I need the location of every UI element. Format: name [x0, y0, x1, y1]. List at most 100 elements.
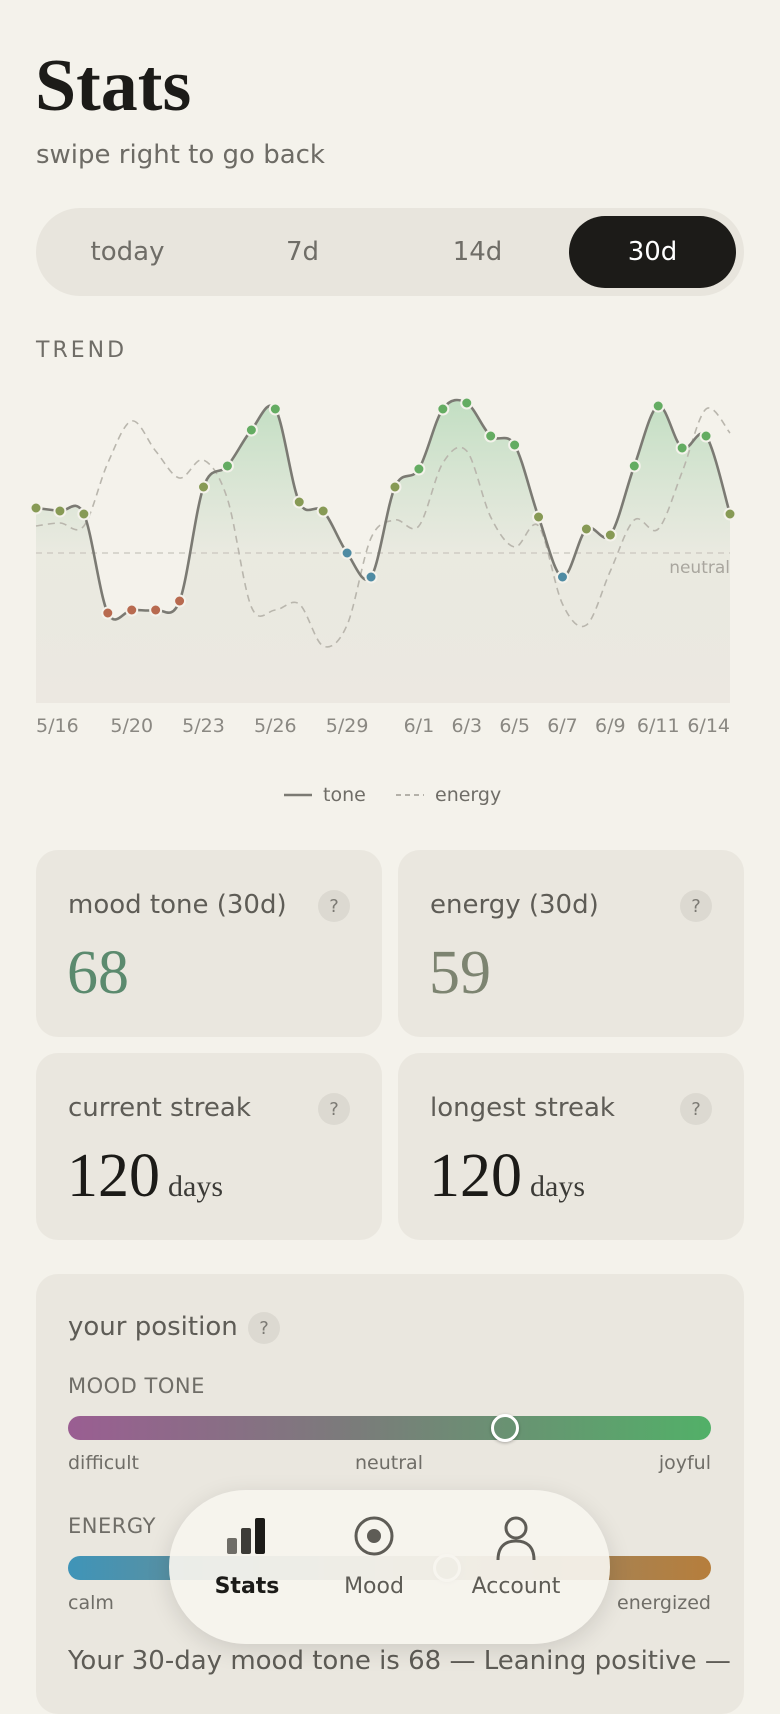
value-unit: days [168, 1170, 223, 1203]
help-button[interactable]: ? [318, 890, 350, 922]
stats-icon [227, 1518, 265, 1554]
card-label: longest streak [430, 1093, 615, 1123]
range-tabs: today 7d 14d 30d [36, 208, 744, 296]
tone-point [388, 480, 402, 494]
tone-point [651, 399, 665, 413]
legend-label: tone [323, 784, 366, 806]
tone-point [292, 495, 306, 509]
tone-point [484, 429, 498, 443]
energy-line [35, 407, 731, 648]
account-icon [496, 1516, 536, 1561]
x-tick-label: 5/16 [36, 715, 79, 737]
scale-bar [68, 1416, 711, 1440]
range-tab[interactable]: 30d [569, 216, 736, 288]
x-tick-label: 5/29 [326, 715, 369, 737]
tone-point [412, 462, 426, 476]
card-value: 59 [429, 938, 491, 1009]
tone-point [340, 546, 354, 560]
tone-point [555, 570, 569, 584]
tone-point [675, 441, 689, 455]
value-unit: days [530, 1170, 585, 1203]
tone-point [699, 429, 713, 443]
scale-end-label: difficult [68, 1452, 139, 1474]
x-tick-label: 6/14 [687, 715, 730, 737]
value-number: 68 [67, 939, 129, 1007]
card-value: 120 days [429, 1141, 585, 1212]
x-tick-label: 6/7 [547, 715, 578, 737]
scale-label: ENERGY [68, 1514, 156, 1538]
tone-point [149, 603, 163, 617]
stat-card: current streak? 120 days [36, 1053, 382, 1240]
x-tick-label: 6/5 [499, 715, 530, 737]
tone-point [268, 402, 282, 416]
card-label: mood tone (30d) [68, 890, 287, 920]
value-number: 59 [429, 939, 491, 1007]
tone-point [364, 570, 378, 584]
tone-point [603, 528, 617, 542]
card-label: energy (30d) [430, 890, 599, 920]
nav-label: Mood [344, 1574, 404, 1599]
legend-label: energy [435, 784, 501, 806]
x-tick-label: 5/20 [110, 715, 153, 737]
tone-point [532, 510, 546, 524]
range-tab[interactable]: today [90, 237, 165, 267]
card-title: your position [68, 1312, 238, 1342]
tone-point [244, 423, 258, 437]
card-label: current streak [68, 1093, 251, 1123]
card-value: 68 [67, 938, 129, 1009]
tone-point [125, 603, 139, 617]
scale-end-label: joyful [658, 1452, 711, 1474]
annotation: neutral [669, 558, 730, 578]
tone-point [436, 402, 450, 416]
value-number: 120 [67, 1142, 160, 1210]
summary-text: Your 30-day mood tone is 68 — Leaning po… [68, 1646, 731, 1676]
value-number: 120 [429, 1142, 522, 1210]
scale-end-label: energized [617, 1592, 711, 1614]
help-button[interactable]: ? [680, 890, 712, 922]
help-button[interactable]: ? [680, 1093, 712, 1125]
tone-point [220, 459, 234, 473]
scale-label: MOOD TONE [68, 1374, 205, 1398]
help-button[interactable]: ? [318, 1093, 350, 1125]
range-tab[interactable]: 7d [285, 237, 320, 267]
range-tab[interactable]: 14d [452, 237, 503, 267]
x-tick-label: 6/11 [637, 715, 680, 737]
tone-point [53, 504, 67, 518]
tone-point [579, 522, 593, 536]
tone-point [508, 438, 522, 452]
scale-marker [491, 1414, 520, 1442]
card-value: 120 days [67, 1141, 223, 1212]
x-tick-label: 6/3 [451, 715, 482, 737]
nav-mood[interactable]: Mood [304, 1514, 444, 1599]
page-title: Stats [35, 45, 192, 127]
tone-point [173, 594, 187, 608]
bottom-nav: Stats Mood Account [169, 1490, 610, 1644]
scale-end-label: neutral [355, 1452, 423, 1474]
section-label: TREND [36, 338, 128, 363]
stat-card: energy (30d)? 59 [398, 850, 744, 1037]
stat-card: longest streak? 120 days [398, 1053, 744, 1240]
mood-icon [354, 1516, 394, 1556]
tone-point [101, 606, 115, 620]
tone-point [460, 396, 474, 410]
nav-account[interactable]: Account [446, 1514, 586, 1599]
x-tick-label: 6/9 [595, 715, 626, 737]
area-fill [36, 399, 730, 703]
help-button[interactable]: ? [248, 1312, 280, 1344]
nav-stats[interactable]: Stats [177, 1514, 317, 1599]
x-tick-label: 5/23 [182, 715, 225, 737]
scale-end-label: calm [68, 1592, 114, 1614]
tone-point [627, 459, 641, 473]
tone-point [197, 480, 211, 494]
tone-point [29, 501, 43, 515]
tone-point [316, 504, 330, 518]
tone-point [77, 507, 91, 521]
nav-label: Account [471, 1574, 561, 1599]
nav-label: Stats [214, 1574, 280, 1599]
subtitle: swipe right to go back [36, 140, 325, 170]
x-tick-label: 6/1 [404, 715, 435, 737]
x-tick-label: 5/26 [254, 715, 297, 737]
stat-card: mood tone (30d)? 68 [36, 850, 382, 1037]
trend-chart: neutral 5/16 5/20 5/23 5/26 5/29 6/1 6/3 6/5 6/7 6… [29, 396, 737, 806]
